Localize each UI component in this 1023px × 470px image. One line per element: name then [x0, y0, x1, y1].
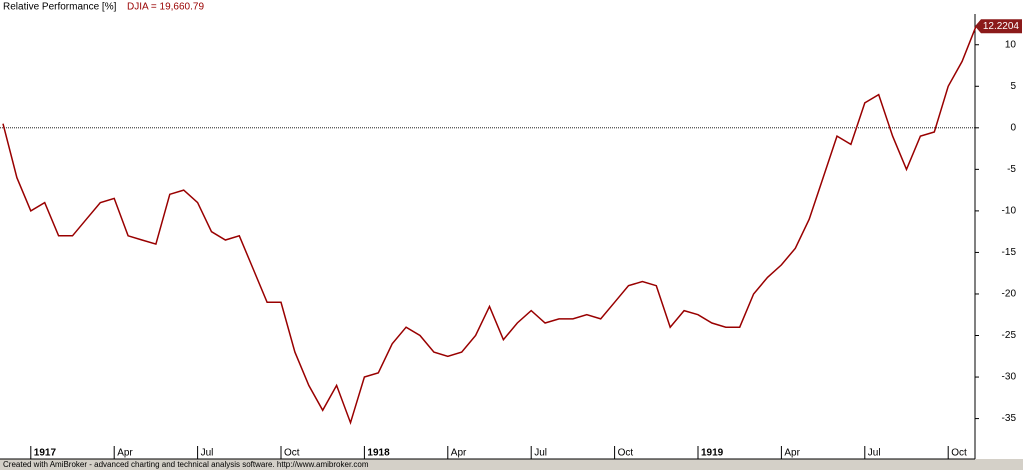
- y-tick-label: -20: [1002, 289, 1017, 300]
- x-tick-label: 1918: [367, 448, 390, 459]
- x-tick-label: Oct: [284, 448, 300, 459]
- footer-bar: [0, 459, 1023, 470]
- y-tick-label: -5: [1007, 164, 1016, 175]
- x-tick-label: Apr: [117, 448, 133, 459]
- y-tick-label: 5: [1010, 81, 1016, 92]
- x-tick-label: Apr: [784, 448, 800, 459]
- y-tick-label: -10: [1002, 206, 1017, 217]
- legend-entry: DJIA = 19,660.79: [127, 2, 204, 13]
- footer: Created with AmiBroker - advanced charti…: [3, 460, 369, 469]
- chart-title: Relative Performance [%]: [3, 2, 117, 13]
- y-tick-label: 10: [1005, 39, 1017, 50]
- last-value-label: 12.2204: [983, 21, 1020, 32]
- last-value-badge: [975, 19, 1022, 34]
- x-tick-label: Oct: [951, 448, 967, 459]
- y-tick-label: 0: [1010, 122, 1016, 133]
- x-tick-label: 1917: [34, 448, 57, 459]
- x-tick-label: Oct: [618, 448, 634, 459]
- x-tick-label: 1919: [701, 448, 724, 459]
- x-tick-label: Jul: [534, 448, 547, 459]
- y-tick-label: -35: [1002, 413, 1017, 424]
- x-tick-label: Jul: [201, 448, 214, 459]
- y-tick-label: -30: [1002, 372, 1017, 383]
- x-tick-label: Jul: [868, 448, 881, 459]
- y-tick-label: -15: [1002, 247, 1017, 258]
- x-tick-label: Apr: [451, 448, 467, 459]
- line-series: [2, 26, 977, 426]
- y-tick-label: -25: [1002, 330, 1017, 341]
